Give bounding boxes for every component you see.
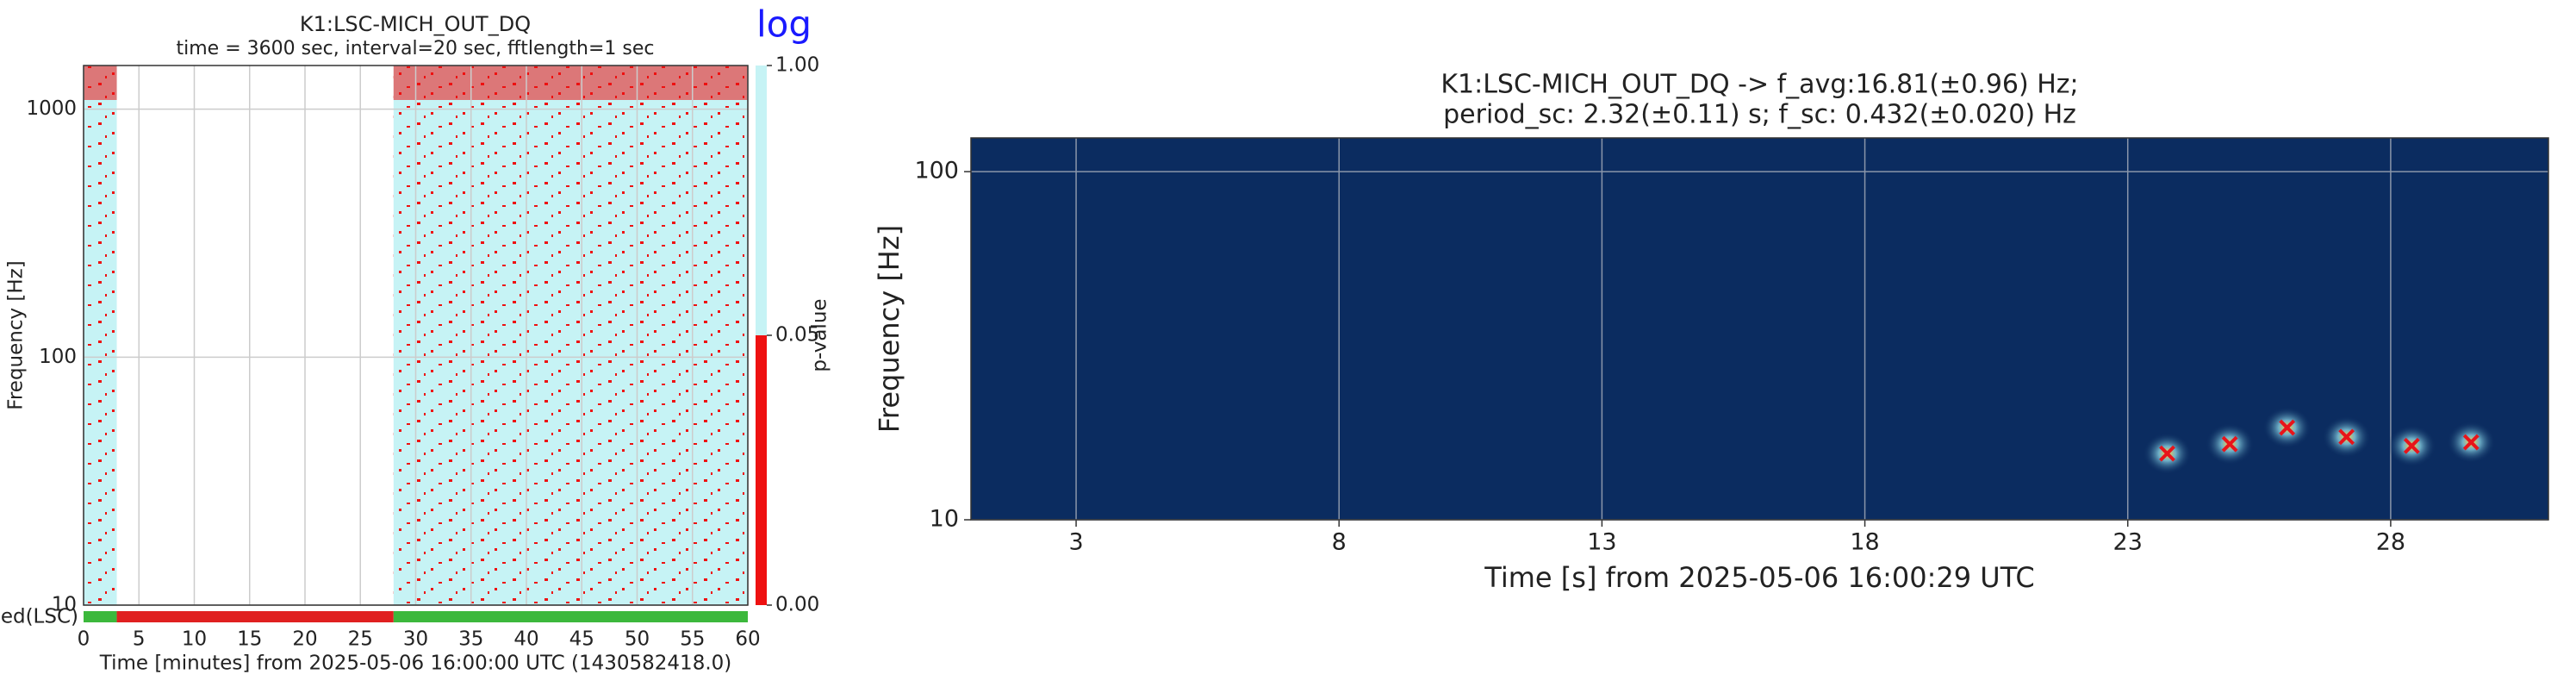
chart-title: K1:LSC-MICH_OUT_DQ -> f_avg:16.81(±0.96)… (1440, 70, 2078, 100)
plot-frame (970, 137, 2549, 521)
y-axis-label: Frequency [Hz] (873, 225, 905, 433)
marker (2338, 428, 2355, 446)
colorbar-tick-label: 0.00 (775, 594, 819, 616)
y-tick-label: 10 (930, 506, 959, 533)
x-axis-label: Time [s] from 2025-05-06 16:00:29 UTC (1484, 561, 2034, 594)
x-tick-label: 18 (1850, 529, 1879, 556)
x-tick-label: 20 (292, 628, 317, 651)
excess-texture (84, 66, 117, 605)
marker (2403, 437, 2420, 454)
segment (393, 611, 748, 622)
colorbar-low (756, 335, 767, 605)
segment-label: ed(LSC) (1, 606, 78, 628)
excess-texture (393, 66, 748, 605)
x-tick-label: 25 (348, 628, 373, 651)
x-tick-label: 60 (735, 628, 760, 651)
x-tick-label: 10 (182, 628, 207, 651)
marker-stroke (2462, 434, 2480, 451)
excess-band (84, 66, 117, 100)
marker (2279, 419, 2296, 436)
x-tick-label: 55 (680, 628, 705, 651)
marker-stroke (2338, 428, 2355, 446)
x-tick-label: 50 (625, 628, 650, 651)
colorbar-tick-label: 0.05 (775, 324, 819, 347)
x-tick-label: 13 (1587, 529, 1616, 556)
x-tick-label: 8 (1332, 529, 1347, 556)
marker-stroke (2279, 419, 2296, 436)
x-tick-label: 45 (569, 628, 594, 651)
x-tick-label: 40 (513, 628, 538, 651)
x-tick-label: 30 (403, 628, 428, 651)
y-tick-label: 100 (39, 346, 77, 368)
marker-stroke (2403, 437, 2420, 454)
marker (2159, 445, 2175, 462)
y-tick-label: 1000 (26, 97, 77, 120)
colorbar-high (756, 66, 767, 335)
segment (84, 611, 117, 622)
marker (2221, 435, 2238, 453)
x-tick-label: 0 (78, 628, 90, 651)
chart-subtitle: time = 3600 sec, interval=20 sec, fftlen… (177, 38, 655, 59)
x-tick-label: 3 (1068, 529, 1083, 556)
excess-band (393, 66, 748, 100)
marker-stroke (2159, 445, 2175, 462)
y-tick-label: 10 (52, 594, 77, 616)
y-tick-label: 100 (914, 158, 959, 184)
x-tick-label: 35 (458, 628, 483, 651)
annotation: log (756, 3, 812, 46)
marker (2462, 434, 2480, 451)
x-axis-label: Time [minutes] from 2025-05-06 16:00:00 … (99, 653, 732, 675)
plot-frame (83, 65, 749, 606)
x-tick-label: 23 (2113, 529, 2143, 556)
x-tick-label: 15 (237, 628, 262, 651)
chart-title: K1:LSC-MICH_OUT_DQ (300, 12, 531, 36)
chart-subtitle: period_sc: 2.32(±0.11) s; f_sc: 0.432(±0… (1443, 100, 2076, 130)
y-axis-label: Frequency [Hz] (5, 260, 28, 409)
x-tick-label: 28 (2376, 529, 2405, 556)
colorbar-label: p-value (809, 298, 831, 372)
segment (116, 611, 394, 622)
marker-stroke (2221, 435, 2238, 453)
plot-background (971, 138, 2548, 520)
x-tick-label: 5 (133, 628, 146, 651)
colorbar-tick-label: 1.00 (775, 54, 819, 77)
